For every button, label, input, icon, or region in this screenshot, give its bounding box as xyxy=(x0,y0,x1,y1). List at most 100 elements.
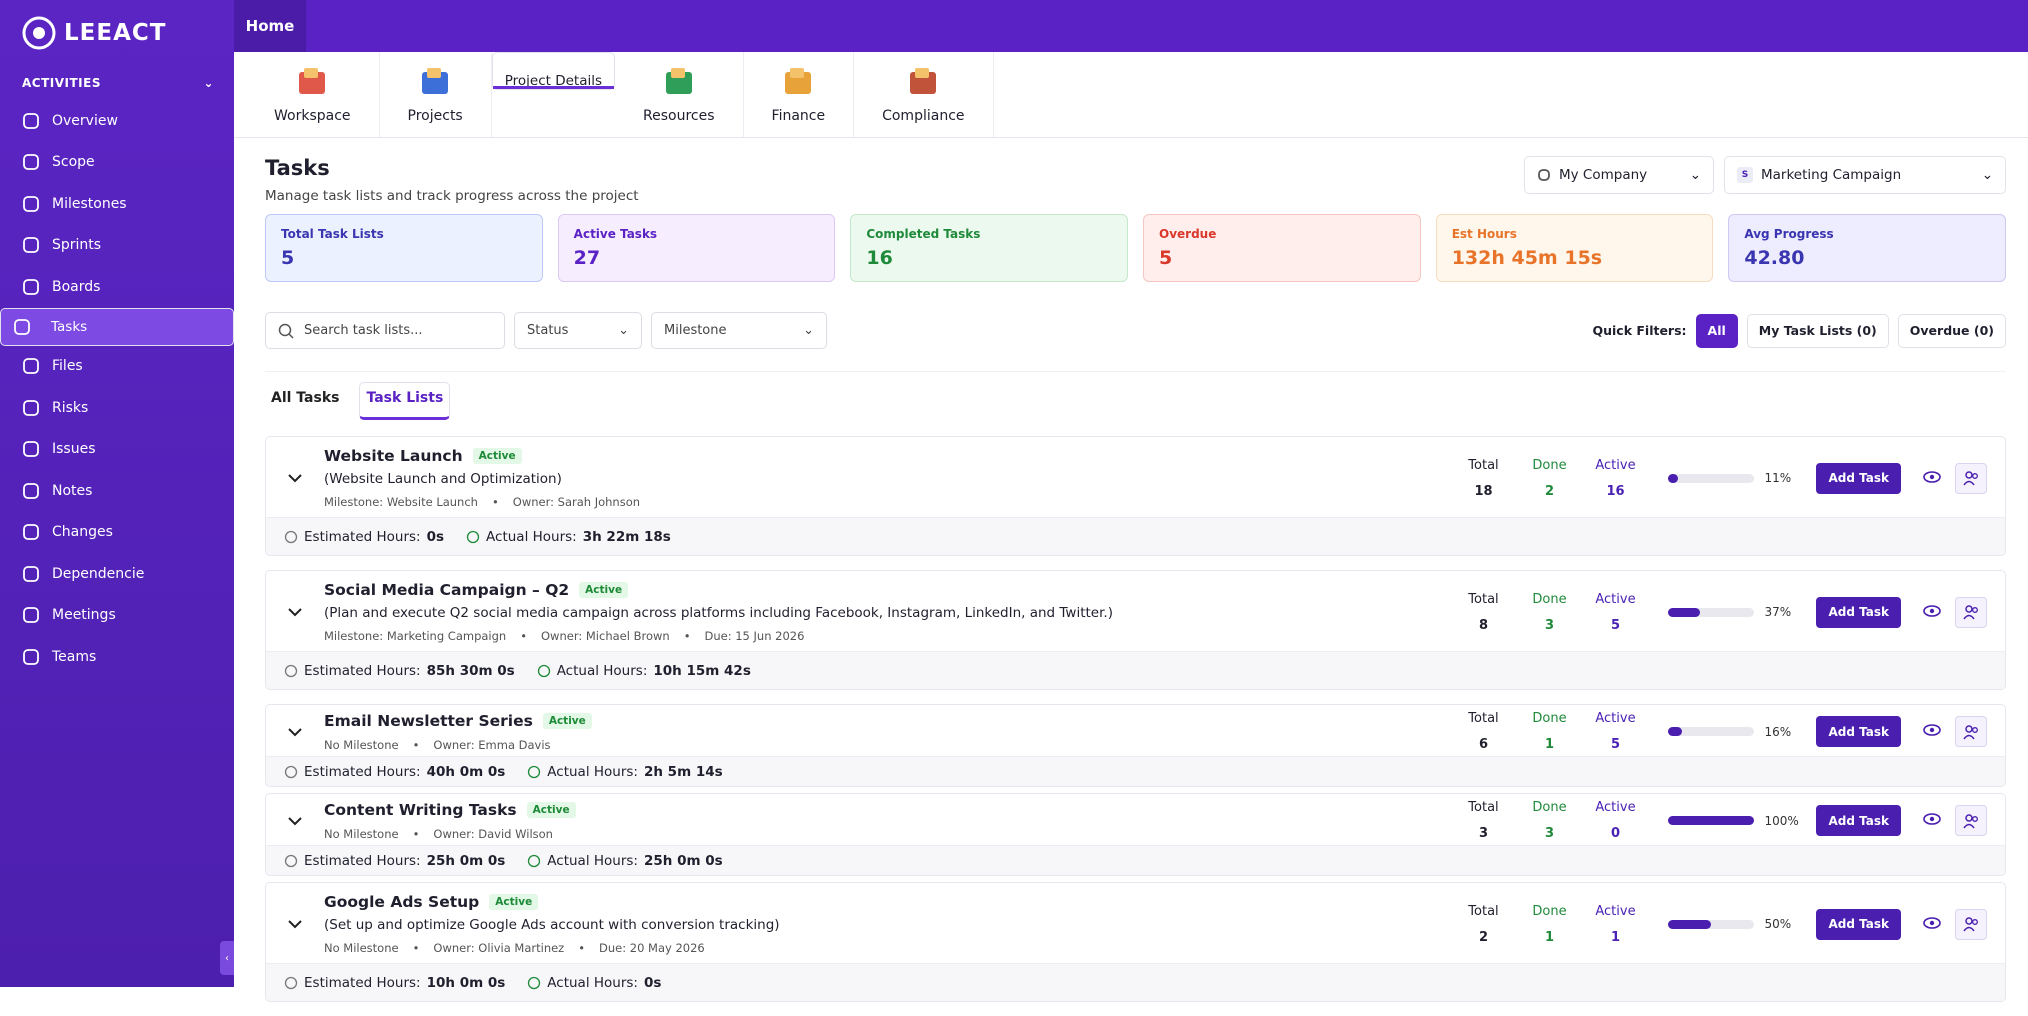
add-task-button[interactable]: Add Task xyxy=(1816,716,1901,747)
count-value: 2 xyxy=(1544,483,1554,499)
nav-label: Milestones xyxy=(52,195,127,212)
status-label: Status xyxy=(527,323,569,338)
module-tab[interactable]: Resources xyxy=(615,52,744,137)
filter-row: Search task lists... Status ⌄ Milestone ⌄ … xyxy=(265,312,2006,349)
add-task-button[interactable]: Add Task xyxy=(1816,596,1901,628)
nav-item[interactable]: Meetings xyxy=(0,595,234,637)
view-button[interactable] xyxy=(1923,469,1941,488)
quick-label: Quick Filters: xyxy=(1592,323,1687,338)
expand-button[interactable] xyxy=(266,473,324,483)
count-label: Done xyxy=(1532,591,1567,607)
module-tab[interactable]: Project Details xyxy=(491,52,616,90)
assign-button[interactable] xyxy=(1955,805,1987,836)
assign-button[interactable] xyxy=(1955,462,1987,494)
view-button[interactable] xyxy=(1923,915,1941,934)
task-list-description: (Plan and execute Q2 social media campai… xyxy=(324,605,1113,621)
count-label: Total xyxy=(1468,457,1499,473)
section-header[interactable]: ACTIVITIES ⌄ xyxy=(22,76,214,90)
task-list-header: Google Ads Setup Active (Set up and optimi… xyxy=(266,883,2005,963)
meta-item: Due: 20 May 2026 xyxy=(564,941,705,955)
selector[interactable]: My Company ⌄ xyxy=(1524,156,1714,194)
assign-button[interactable] xyxy=(1955,596,1987,628)
nav-item[interactable]: Boards xyxy=(0,266,234,308)
expand-button[interactable] xyxy=(266,816,324,826)
progress-track xyxy=(1668,473,1755,483)
nav-item[interactable]: Overview xyxy=(0,100,234,142)
module-tab[interactable]: Projects xyxy=(380,52,492,137)
module-label: Resources xyxy=(643,107,715,124)
icon xyxy=(23,482,39,499)
nav-item[interactable]: Sprints xyxy=(0,225,234,267)
expand-button[interactable] xyxy=(266,919,324,929)
tabs: All Tasks Task Lists xyxy=(265,371,2006,420)
quick-filter[interactable]: Overdue (0) xyxy=(1897,313,2006,348)
page-subtitle: Manage task lists and track progress acr… xyxy=(265,188,639,204)
nav-item[interactable]: Issues xyxy=(0,429,234,471)
count-value: 1 xyxy=(1544,929,1554,945)
stats: Total Task Lists 5 Active Tasks 27 Completed… xyxy=(265,214,2007,282)
counts: Total 6 Done 1 Active 5 xyxy=(1450,711,1650,752)
home-tab[interactable]: Home xyxy=(234,0,306,52)
tab[interactable]: All Tasks xyxy=(271,390,340,406)
name-row: Google Ads Setup Active xyxy=(324,893,1450,911)
assign-button[interactable] xyxy=(1955,716,1987,747)
search-box[interactable]: Search task lists... xyxy=(265,312,505,349)
nav-item[interactable]: Files xyxy=(0,346,234,388)
nav-item[interactable]: Tasks xyxy=(0,307,234,346)
milestone-filter[interactable]: Milestone ⌄ xyxy=(651,312,827,349)
nav-item[interactable]: Risks xyxy=(0,387,234,429)
count: Done 1 xyxy=(1516,904,1582,945)
stat-value: 5 xyxy=(281,247,295,269)
nav-item[interactable]: Changes xyxy=(0,512,234,554)
nav-item[interactable]: Milestones xyxy=(0,183,234,225)
status-filter[interactable]: Status ⌄ xyxy=(514,312,642,349)
brand: LEEACT xyxy=(0,0,234,66)
collapse-button[interactable]: ‹ xyxy=(220,941,234,975)
icon xyxy=(14,318,30,335)
hours-row: Estimated Hours: 40h 0m 0s Actual Hours: 2h… xyxy=(266,756,2005,786)
module-tab[interactable]: Compliance xyxy=(854,52,994,137)
count-value: 6 xyxy=(1478,737,1488,752)
nav-item[interactable]: Teams xyxy=(0,636,234,678)
expand-button[interactable] xyxy=(266,607,324,617)
stat-label: Active Tasks xyxy=(573,227,658,241)
nav-label: Meetings xyxy=(52,607,116,624)
add-task-button[interactable]: Add Task xyxy=(1816,805,1901,836)
nav-item[interactable]: Dependencie xyxy=(0,553,234,595)
count: Total 18 xyxy=(1450,458,1516,499)
progress-track xyxy=(1668,816,1755,825)
selector[interactable]: S Marketing Campaign ⌄ xyxy=(1724,156,2006,194)
view-button[interactable] xyxy=(1923,811,1941,830)
icon xyxy=(23,565,39,582)
quick-filter[interactable]: My Task Lists (0) xyxy=(1746,313,1889,348)
nav-item[interactable]: Scope xyxy=(0,142,234,184)
quick-filter[interactable]: All xyxy=(1695,313,1738,348)
selector-badge: S xyxy=(1737,167,1753,183)
progress-label: 37% xyxy=(1764,605,1792,619)
expand-button[interactable] xyxy=(266,727,324,737)
task-list-header: Social Media Campaign – Q2 Active (Plan an… xyxy=(266,571,2005,651)
app: LEEACT ACTIVITIES ⌄ Overview Scope Mileston… xyxy=(0,0,2028,987)
stat-label: Total Task Lists xyxy=(281,227,384,241)
tab[interactable]: Task Lists xyxy=(359,382,451,420)
count-value: 2 xyxy=(1478,929,1488,945)
task-list-info: Email Newsletter Series Active No Mileston… xyxy=(324,712,1450,752)
nav-item[interactable]: Notes xyxy=(0,470,234,512)
count: Done 1 xyxy=(1516,711,1582,752)
estimated-label: Estimated Hours: xyxy=(304,852,421,869)
count-label: Active xyxy=(1595,711,1636,726)
module-tab[interactable]: Workspace xyxy=(246,52,380,137)
progress-fill xyxy=(1668,816,1755,825)
view-button[interactable] xyxy=(1923,603,1941,622)
count-label: Total xyxy=(1468,591,1499,607)
add-task-button[interactable]: Add Task xyxy=(1816,908,1901,940)
meta-item: Milestone: Website Launch xyxy=(324,495,478,509)
status-badge: Active xyxy=(472,448,522,464)
module-tab[interactable]: Finance xyxy=(744,52,855,137)
nav-label: Boards xyxy=(52,278,101,295)
assign-button[interactable] xyxy=(1955,908,1987,940)
icon xyxy=(23,154,39,171)
view-button[interactable] xyxy=(1923,722,1941,741)
count: Total 6 xyxy=(1450,711,1516,752)
add-task-button[interactable]: Add Task xyxy=(1816,462,1901,494)
